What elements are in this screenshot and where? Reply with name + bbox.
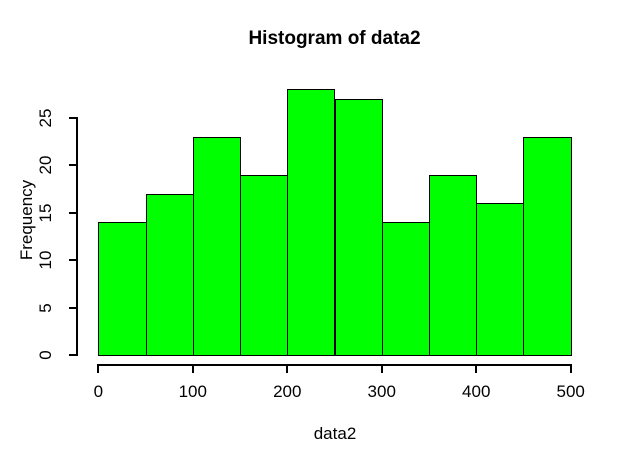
histogram-bar (523, 136, 572, 356)
y-tick-label: 20 (36, 155, 55, 175)
x-axis-tick (380, 364, 383, 373)
y-axis-tick (69, 306, 77, 309)
y-tick-label: 5 (36, 302, 55, 313)
chart-title: Histogram of data2 (248, 28, 421, 49)
y-axis-tick (69, 116, 77, 119)
x-tick-label: 0 (93, 382, 104, 401)
x-axis-tick (191, 364, 194, 373)
y-tick-label: 0 (36, 350, 55, 360)
x-axis-line (97, 364, 572, 366)
x-tick-label: 300 (367, 382, 396, 401)
histogram-bar (428, 174, 478, 356)
x-axis-title: data2 (313, 424, 357, 443)
y-axis-tick (69, 211, 77, 214)
y-tick-label: 10 (36, 250, 55, 270)
histogram-bar (287, 89, 336, 356)
histogram-bar (240, 174, 289, 356)
histogram-bar (381, 222, 430, 356)
x-tick-label: 400 (462, 382, 491, 401)
y-axis-tick (69, 354, 77, 356)
histogram-bar (334, 98, 383, 356)
x-tick-label: 100 (178, 382, 207, 401)
x-tick-label: 200 (273, 382, 302, 401)
y-tick-label: 25 (36, 108, 55, 127)
histogram-bar (145, 193, 194, 356)
histogram-bar (476, 203, 525, 356)
y-tick-label: 15 (36, 203, 55, 222)
y-axis-tick (69, 259, 77, 261)
y-axis-tick (69, 164, 77, 166)
x-axis-tick (569, 364, 572, 373)
x-axis-tick (475, 364, 478, 373)
x-axis-tick (286, 364, 289, 373)
histogram-bar (98, 222, 147, 356)
y-axis-line (76, 116, 78, 356)
y-axis-title: Frequency (17, 179, 36, 261)
x-axis-tick (97, 364, 100, 373)
x-tick-label: 500 (556, 382, 585, 401)
histogram-bar (192, 136, 241, 356)
